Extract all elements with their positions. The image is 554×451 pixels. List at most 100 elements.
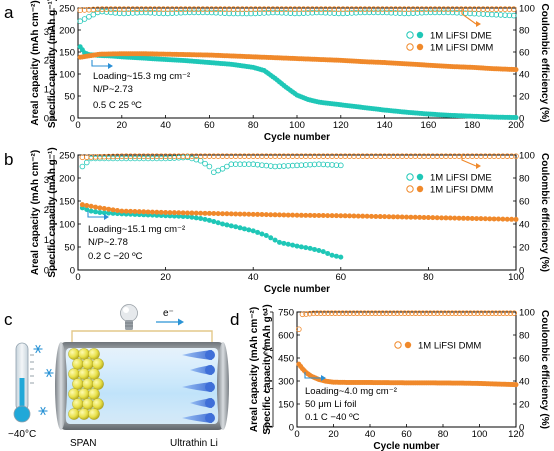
ce-point [219,166,226,172]
capacity-point [228,223,234,229]
ce-point [440,9,447,16]
capacity-point [233,224,239,230]
ce-point [149,153,156,159]
capacity-point [237,211,243,217]
ce-point [140,153,147,159]
ce-point [287,6,294,12]
ce-point [445,9,451,16]
ce-point [278,9,285,16]
x-tick-label: 140 [377,120,393,131]
capacity-point [364,213,370,219]
ce-point [305,10,311,16]
x-tick-label: 40 [160,120,171,131]
y-tick-label: 100 [59,69,75,80]
ce-point [154,153,160,159]
ce-point [339,310,346,316]
ce-point [383,310,390,316]
y-tick-label: 200 [59,25,75,36]
span-particle [88,348,100,360]
ce-point [324,153,331,159]
ce-point [414,6,421,12]
ce-point [410,6,416,12]
capacity-point [198,215,204,221]
ce-point [158,153,165,159]
capacity-point [106,206,112,212]
ce-point [195,6,202,12]
x-axis-title: Cycle number [264,284,330,295]
x-tick-label: 60 [204,120,215,131]
ce-bracket-head [476,21,481,27]
ce-point [511,12,517,19]
ce-axis-title: Coulombic efficiency (%) [539,153,550,272]
ce-point [175,153,182,159]
ce-point [151,10,158,16]
ce-point [500,153,506,159]
ce-tick-label: 20 [519,242,530,253]
y-tick-label: 0 [289,422,294,433]
capacity-point [382,214,388,220]
ce-point [353,9,359,16]
lightbulb-icon [120,304,138,330]
capacity-point [193,215,199,221]
capacity-point [128,208,134,214]
ce-point [467,10,473,17]
span-particle [92,358,104,370]
x-tick-label: 40 [365,429,376,440]
ce-point [197,153,204,159]
capacity-point [158,209,164,215]
x-tick-label: 0 [294,429,299,440]
ce-point [283,10,289,16]
x-tick-label: 0 [75,272,80,283]
ce-tick-label: 0 [519,265,524,276]
capacity-point [474,216,480,222]
annotation-a-line2: N/P~2.73 [93,84,133,95]
li-deposit-head [205,350,215,360]
ce-point [296,326,302,333]
snowflake-arm [35,344,41,354]
ce-point [94,6,101,13]
ce-point [136,155,143,162]
ce-point [489,310,496,316]
snowflake-icon [33,344,54,416]
capacity-point [408,214,414,220]
capacity-point [119,208,125,214]
ce-point [398,310,404,316]
ce-point [156,10,162,16]
span-particle [68,348,80,360]
ce-point [350,310,357,316]
ce-point [427,310,434,316]
ce-point [235,6,241,12]
ce-point [121,10,127,17]
capacity-point [276,239,282,245]
legend-marker-filled [404,341,412,349]
ce-point [408,153,414,159]
panel-label-c: c [4,310,13,329]
ce-point [347,310,353,316]
ce-point [348,10,355,16]
ce-point [206,153,213,159]
capacity-point [241,211,247,217]
annotation-a-line3: 0.5 C 25 ºC [93,100,142,111]
capacity-point [513,67,519,73]
ce-point [296,6,302,12]
ce-point [366,6,373,12]
ce-point [388,9,394,16]
ce-tick-label: 20 [519,399,530,410]
ce-point [186,9,193,16]
ce-tick-label: 60 [519,196,530,207]
ce-point [140,155,147,162]
ce-point [368,153,375,159]
capacity-point [417,214,423,220]
ce-point [502,12,508,18]
ce-point [416,310,423,316]
ce-point [303,311,309,317]
ce-point [265,9,272,16]
ce-point [485,310,492,316]
ce-point [335,6,342,12]
y-tick-label: 150 [59,47,75,58]
ce-point [283,6,289,12]
ce-point [272,153,278,159]
ce-point [114,155,121,162]
ce-point [184,153,191,159]
legend-label: 1M LiFSI DME [430,173,492,184]
